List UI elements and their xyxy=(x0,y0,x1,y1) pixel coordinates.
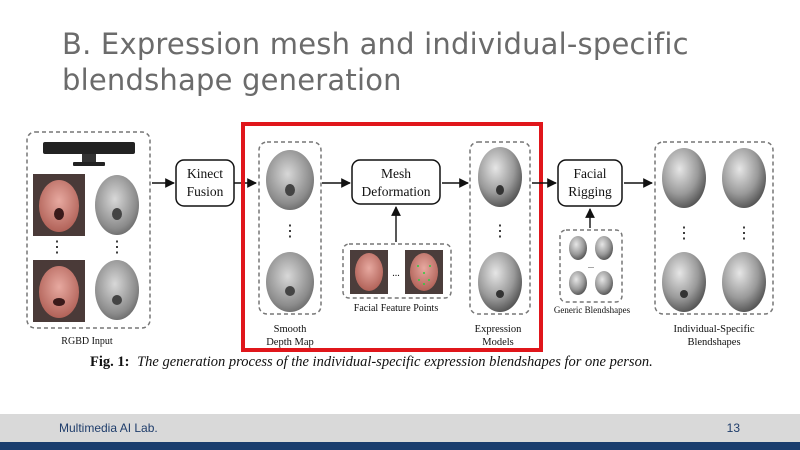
caption-text: The generation process of the individual… xyxy=(137,354,653,370)
expression-models-group: ⋮ Expression Models xyxy=(469,141,531,348)
caption-label: Fig. 1: xyxy=(90,354,130,370)
expression-models-label-1: Expression xyxy=(475,324,522,335)
mesh-deformation-box: Mesh Deformation xyxy=(351,159,441,205)
slide-title: B. Expression mesh and individual-specif… xyxy=(62,27,689,97)
footer-page-number: 13 xyxy=(726,421,740,435)
footer: Multimedia AI Lab. 13 xyxy=(0,414,800,442)
ellipsis-individual-right: ⋮ xyxy=(736,225,752,242)
rgbd-input-group: ⋮ ⋮ RGBD Input xyxy=(26,131,151,347)
rgbd-input-label: RGBD Input xyxy=(61,336,113,347)
smooth-depth-map-label-2: Depth Map xyxy=(266,337,314,348)
individual-blendshapes-label-2: Blendshapes xyxy=(687,337,740,348)
facial-feature-points-group: ... Facial Feature Points xyxy=(342,243,452,314)
kinect-fusion-label-1: Kinect xyxy=(187,166,223,181)
generic-blendshapes-group: ... Generic Blendshapes xyxy=(554,229,631,315)
smooth-depth-map-group: ⋮ Smooth Depth Map xyxy=(258,141,322,348)
facial-rigging-label-2: Rigging xyxy=(568,184,612,199)
ellipsis-rgb: ⋮ xyxy=(49,239,65,256)
facial-rigging-label-1: Facial xyxy=(574,166,607,181)
mesh-deformation-label-1: Mesh xyxy=(381,166,411,181)
ellipsis-individual-left: ⋮ xyxy=(676,225,692,242)
figure-caption: Fig. 1: The generation process of the in… xyxy=(90,354,653,371)
ellipsis-depth: ⋮ xyxy=(109,239,125,256)
highlight-frame xyxy=(241,122,543,352)
ellipsis-expression: ⋮ xyxy=(492,223,508,240)
footer-accent-bar xyxy=(0,442,800,450)
depth-face-bottom xyxy=(95,260,139,320)
mesh-deformation-label-2: Deformation xyxy=(362,184,431,199)
footer-lab-name: Multimedia AI Lab. xyxy=(59,421,158,435)
individual-blendshapes-label-1: Individual-Specific xyxy=(673,324,754,335)
ellipsis-depth-map: ⋮ xyxy=(282,223,298,240)
rgb-face-bottom xyxy=(33,260,85,322)
kinect-fusion-box: Kinect Fusion xyxy=(175,159,235,207)
smooth-depth-map-label-1: Smooth xyxy=(274,324,307,335)
rgb-face-top xyxy=(33,174,85,236)
generic-blendshapes-hdots: ... xyxy=(588,261,594,270)
facial-rigging-box: Facial Rigging xyxy=(557,159,623,207)
generic-blendshapes-label: Generic Blendshapes xyxy=(554,305,631,315)
individual-blendshapes-group: ⋮ ⋮ Individual-Specific Blendshapes xyxy=(654,141,774,348)
kinect-fusion-label-2: Fusion xyxy=(187,184,224,199)
depth-face-top xyxy=(95,175,139,235)
expression-models-label-2: Models xyxy=(482,337,514,348)
kinect-sensor-icon xyxy=(43,142,135,166)
feature-points-hdots: ... xyxy=(392,268,400,279)
facial-feature-points-label: Facial Feature Points xyxy=(354,303,439,314)
pipeline-diagram: ⋮ ⋮ RGBD Input Kinect Fusion ⋮ Smooth De… xyxy=(26,122,774,352)
